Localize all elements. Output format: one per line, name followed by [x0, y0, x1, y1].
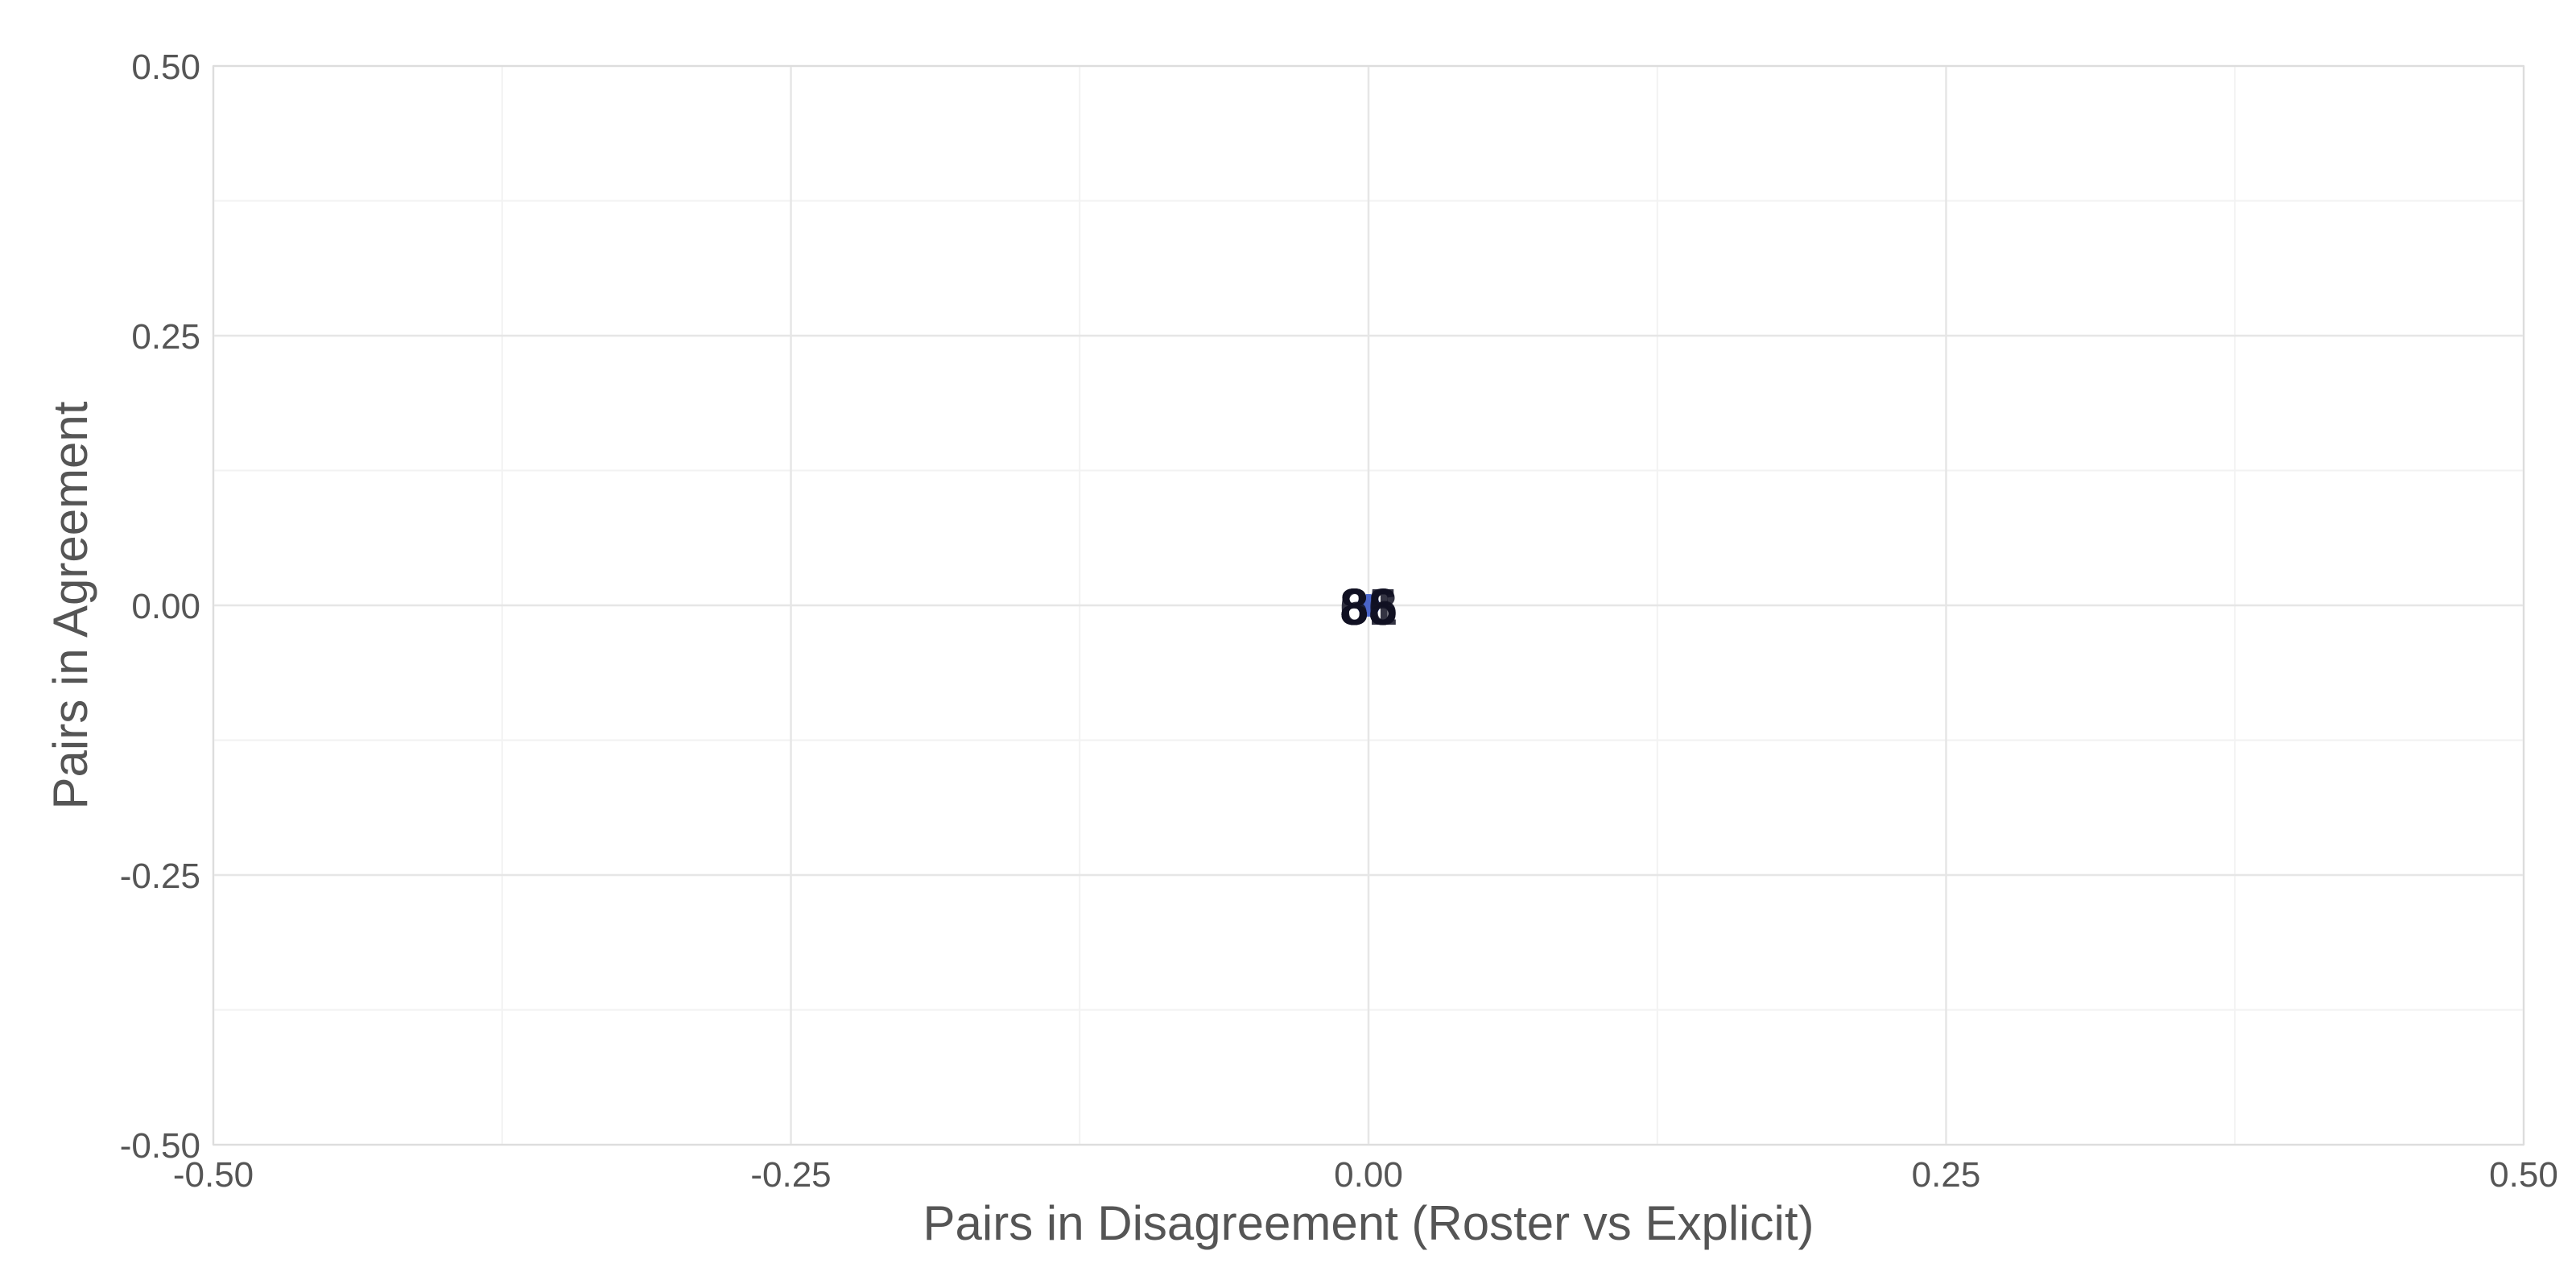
x-tick-label: -0.25 — [750, 1155, 831, 1195]
x-tick-label: -0.50 — [173, 1155, 254, 1195]
data-point-label: 81 — [1340, 578, 1397, 636]
y-tick-label: 0.25 — [131, 317, 200, 357]
data-point — [1357, 594, 1380, 617]
x-tick-label: 0.50 — [2489, 1155, 2558, 1195]
y-tick-label: -0.50 — [120, 1126, 200, 1166]
y-axis-tick-labels: -0.50 -0.25 0.00 0.25 0.50 — [120, 47, 200, 1166]
y-tick-label: -0.25 — [120, 857, 200, 896]
x-axis-title: Pairs in Disagreement (Roster vs Explici… — [923, 1196, 1814, 1250]
x-axis-tick-labels: -0.50 -0.25 0.00 0.25 0.50 — [173, 1155, 2558, 1195]
data-point-label: 88 — [1340, 578, 1397, 636]
data-point-label: 66 — [1340, 578, 1397, 636]
y-tick-label: 0.50 — [131, 47, 200, 87]
plot-panel-border — [213, 65, 2524, 1146]
data-point-label: 85 — [1340, 578, 1397, 636]
y-tick-label: 0.00 — [131, 587, 200, 626]
data-points — [1357, 594, 1380, 617]
y-axis-title: Pairs in Agreement — [43, 401, 97, 809]
x-tick-label: 0.25 — [1912, 1155, 1981, 1195]
x-tick-label: 0.00 — [1334, 1155, 1403, 1195]
